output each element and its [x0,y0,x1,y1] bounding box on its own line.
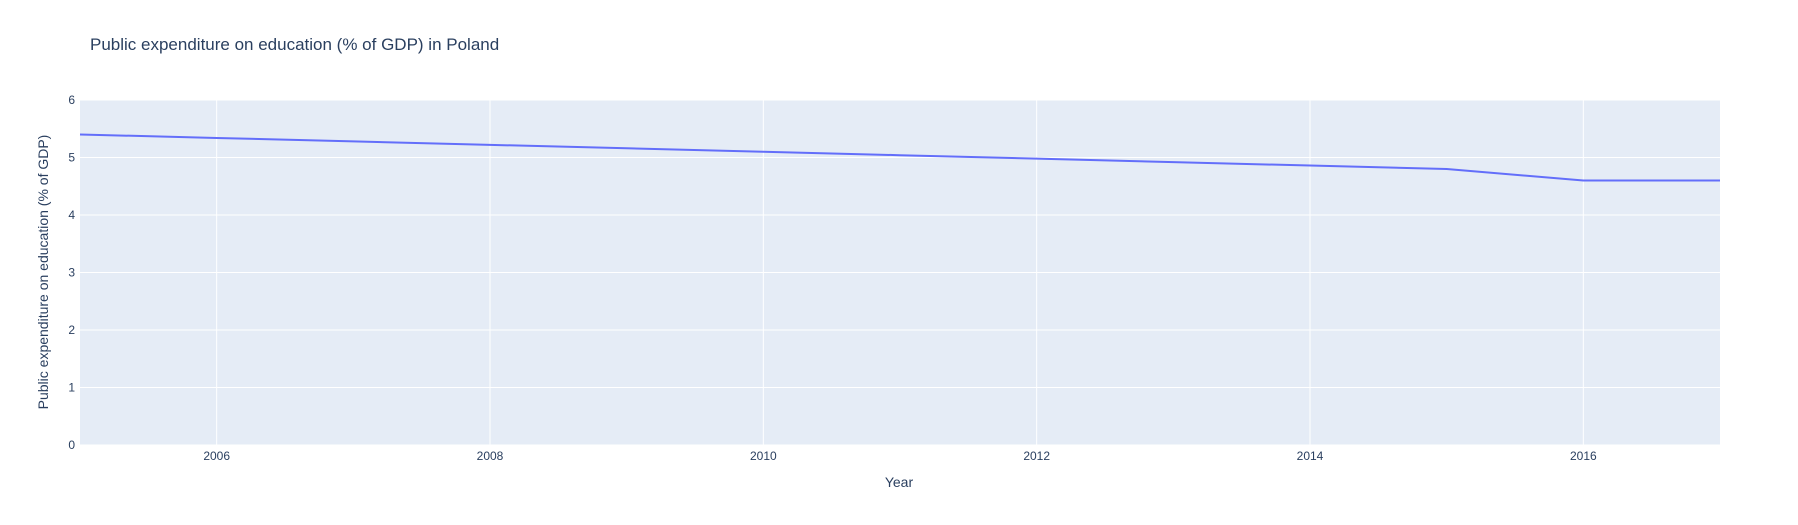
y-tick-label: 5 [68,151,75,165]
x-axis-ticks: 2006 2008 2010 2012 2014 2016 [203,449,1597,463]
y-tick-label: 1 [68,381,75,395]
x-tick-label: 2010 [750,449,777,463]
x-tick-label: 2014 [1297,449,1324,463]
chart-title: Public expenditure on education (% of GD… [90,35,499,54]
series-layer [79,133,1720,182]
y-tick-label: 4 [68,208,75,222]
x-tick-label: 2008 [477,449,504,463]
x-axis-title: Year [885,474,914,490]
y-tick-label: 0 [68,438,75,452]
y-gridlines [80,99,1720,446]
y-axis-ticks: 0 1 2 3 4 5 6 [68,93,75,452]
series-line-0 [79,133,1720,182]
y-tick-label: 3 [68,266,75,280]
y-axis-title: Public expenditure on education (% of GD… [35,135,51,410]
x-tick-label: 2012 [1023,449,1050,463]
x-tick-label: 2006 [203,449,230,463]
x-tick-label: 2016 [1570,449,1597,463]
y-tick-label: 6 [68,93,75,107]
y-tick-label: 2 [68,323,75,337]
